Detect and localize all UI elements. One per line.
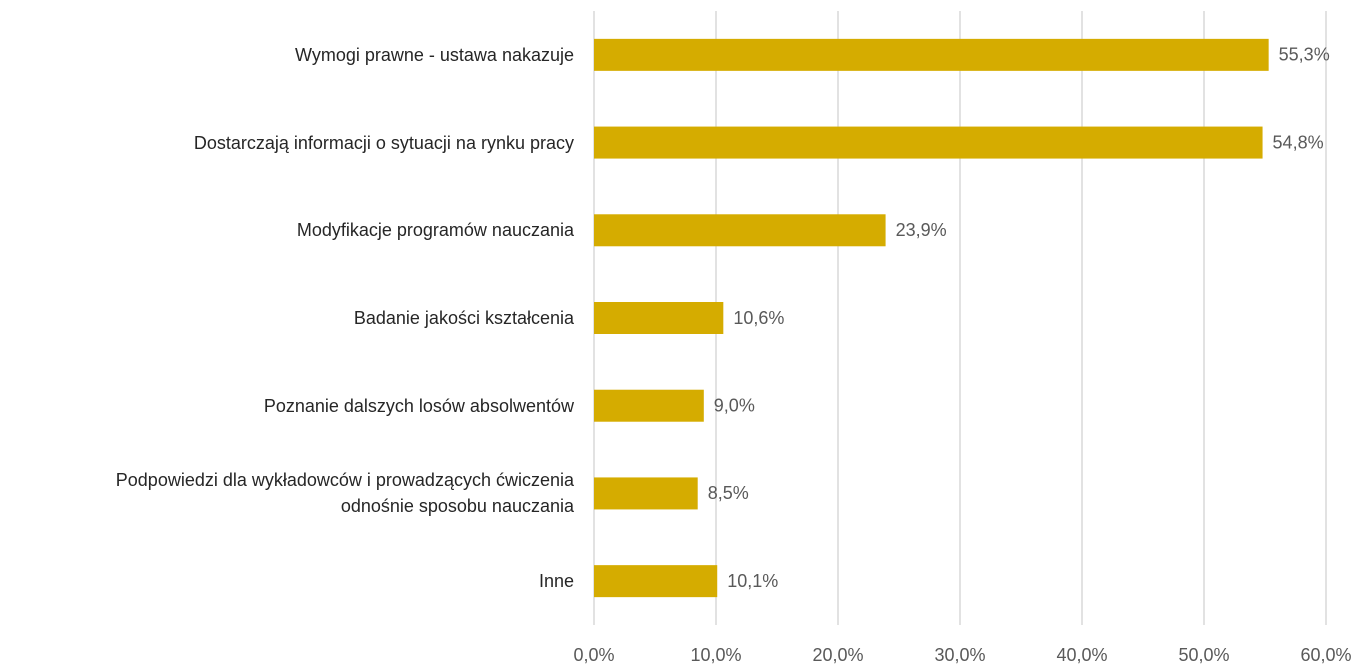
bar — [594, 38, 1269, 71]
bar — [594, 214, 886, 247]
x-tick-label: 10,0% — [690, 645, 741, 665]
bar — [594, 477, 698, 510]
category-label: Badanie jakości kształcenia — [353, 308, 574, 328]
x-tick-label: 20,0% — [812, 645, 863, 665]
category-label: Dostarczają informacji o sytuacji na ryn… — [193, 132, 574, 153]
x-tick-label: 0,0% — [573, 645, 614, 665]
value-label: 10,6% — [733, 308, 784, 328]
bar — [594, 302, 724, 334]
x-tick-label: 40,0% — [1056, 645, 1107, 665]
x-tick-label: 60,0% — [1300, 645, 1351, 665]
value-label: 9,0% — [714, 395, 755, 415]
category-label: Poznanie dalszych losów absolwentów — [263, 395, 574, 416]
value-label: 54,8% — [1273, 132, 1324, 152]
value-label: 23,9% — [896, 220, 947, 240]
bar — [594, 565, 718, 598]
bar — [594, 389, 704, 422]
value-label: 55,3% — [1279, 45, 1330, 65]
bar — [594, 126, 1263, 159]
value-label: 10,1% — [727, 571, 778, 591]
category-label: Inne — [538, 571, 574, 592]
category-label: Modyfikacje programów nauczania — [296, 220, 574, 241]
category-label: Podpowiedzi dla wykładowców i prowadzący… — [115, 470, 574, 517]
value-label: 8,5% — [708, 483, 749, 503]
x-tick-label: 50,0% — [1178, 645, 1229, 665]
category-label: Wymogi prawne - ustawa nakazuje — [295, 44, 574, 65]
x-tick-label: 30,0% — [934, 645, 985, 665]
